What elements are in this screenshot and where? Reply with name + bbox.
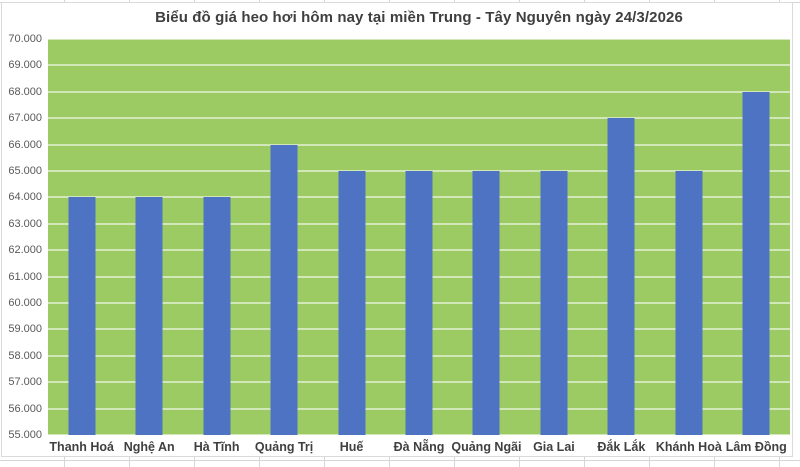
y-tick-label: 55.000 xyxy=(8,429,42,441)
gridline xyxy=(48,117,790,120)
y-tick-label: 68.000 xyxy=(8,85,42,98)
y-tick-label: 70.000 xyxy=(8,33,42,45)
bar-quảng-ngãi[interactable] xyxy=(472,171,500,435)
y-tick-label: 65.000 xyxy=(8,164,42,177)
y-tick-label: 57.000 xyxy=(8,376,42,389)
bar-gia-lai[interactable] xyxy=(540,171,568,435)
chart-title: Biểu đồ giá heo hơi hôm nay tại miền Tru… xyxy=(155,9,683,26)
x-tick-label: Quảng Trị xyxy=(254,440,314,454)
plot-area xyxy=(48,38,790,436)
x-tick-label: Khánh Hoà xyxy=(655,440,722,454)
x-tick-label: Hà Tĩnh xyxy=(193,440,240,454)
y-tick-label: 61.000 xyxy=(8,270,42,283)
gridline xyxy=(48,90,790,93)
gridline xyxy=(48,64,790,67)
spreadsheet-gridline-bottom xyxy=(0,460,800,461)
y-tick-label: 69.000 xyxy=(8,59,42,72)
y-tick-label: 62.000 xyxy=(8,244,42,257)
x-tick-label: Quảng Ngãi xyxy=(451,440,522,454)
x-tick-label: Đắk Lắk xyxy=(597,440,646,454)
bar-lâm-đồng[interactable] xyxy=(742,91,770,435)
x-axis-labels: Thanh Hoá Nghệ An Hà Tĩnh Quảng Trị Huế Đà Nẵ… xyxy=(48,440,790,458)
y-tick-label: 64.000 xyxy=(8,191,42,204)
y-tick-label: 66.000 xyxy=(8,138,42,151)
x-tick-label: Thanh Hoá xyxy=(49,440,115,454)
bar-thanh-hoá[interactable] xyxy=(68,197,96,435)
bar-khánh-hoà[interactable] xyxy=(675,171,703,435)
y-tick-label: 58.000 xyxy=(8,349,42,362)
bar-nghệ-an[interactable] xyxy=(135,197,163,435)
spreadsheet-grid-bottom xyxy=(0,456,800,467)
bar-đắk-lắk[interactable] xyxy=(607,118,635,435)
bar-hà-tĩnh[interactable] xyxy=(203,197,231,435)
y-tick-label: 60.000 xyxy=(8,296,42,309)
x-tick-label: Gia Lai xyxy=(533,440,575,454)
y-tick-label: 67.000 xyxy=(8,112,42,125)
bar-huế[interactable] xyxy=(338,171,366,435)
y-axis-labels: 55.000 56.000 57.000 58.000 59.000 60.000 61.0… xyxy=(0,33,42,441)
gridline xyxy=(48,434,790,436)
x-tick-label: Lâm Đồng xyxy=(725,440,787,454)
x-tick-label: Huế xyxy=(339,440,364,454)
gridline xyxy=(48,38,790,40)
spreadsheet-grid-top xyxy=(0,0,800,3)
y-tick-label: 56.000 xyxy=(8,402,42,415)
gridline xyxy=(48,143,790,146)
x-tick-label: Nghệ An xyxy=(123,440,175,454)
bar-đà-nẵng[interactable] xyxy=(405,171,433,435)
bar-quảng-trị[interactable] xyxy=(270,144,298,435)
y-tick-label: 63.000 xyxy=(8,217,42,230)
x-tick-label: Đà Nẵng xyxy=(393,440,445,454)
y-tick-label: 59.000 xyxy=(8,323,42,336)
